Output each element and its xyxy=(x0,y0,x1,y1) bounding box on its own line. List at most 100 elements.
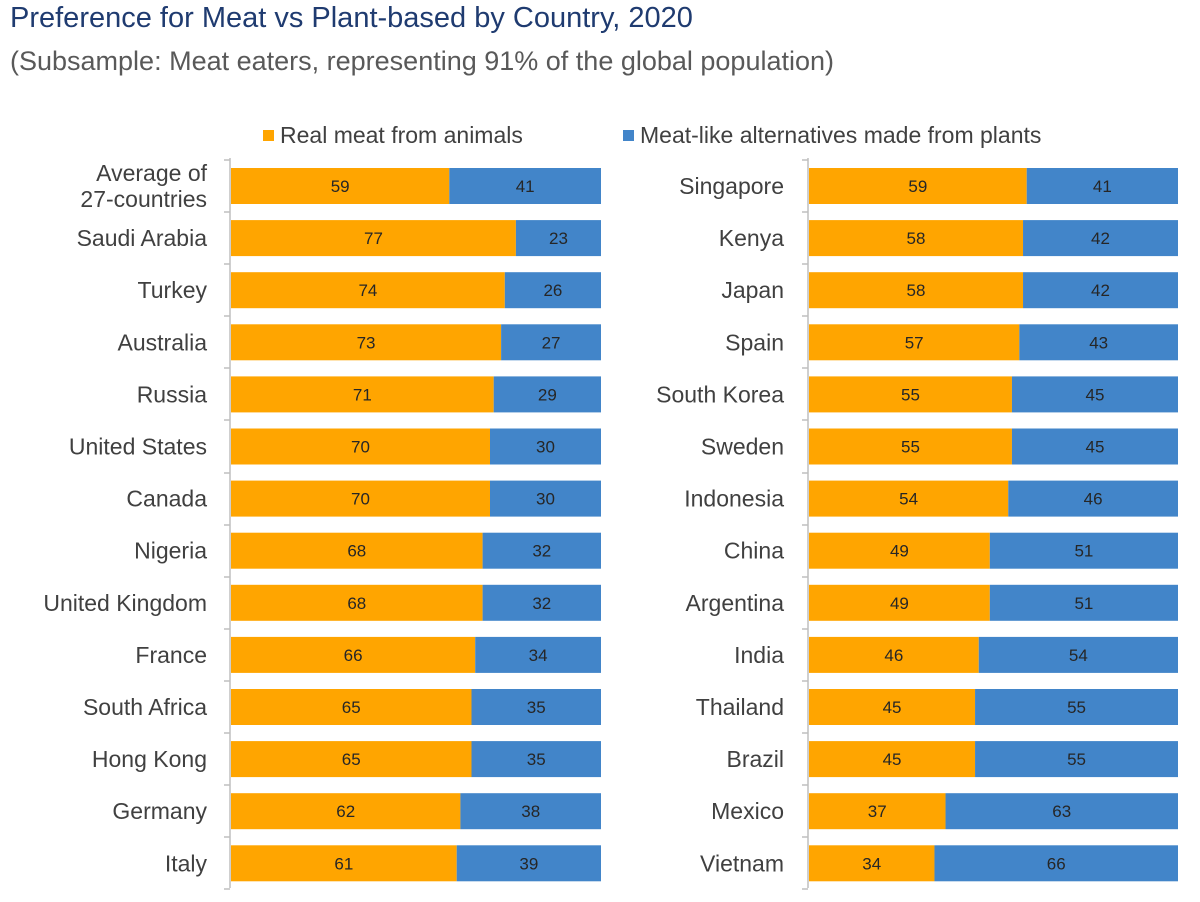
bar-plant xyxy=(975,689,1178,725)
bar-meat xyxy=(231,845,457,882)
bar-meat xyxy=(809,376,1012,413)
bar-meat xyxy=(231,689,472,725)
bar-plant xyxy=(460,793,601,830)
bar-plant xyxy=(482,584,601,621)
category-label: United States xyxy=(69,434,207,460)
data-label: 77 xyxy=(364,229,383,248)
bar-plant xyxy=(975,741,1178,778)
data-label: 74 xyxy=(358,281,377,300)
data-label: 41 xyxy=(516,177,535,196)
data-label: 68 xyxy=(347,594,366,613)
data-label: 63 xyxy=(1052,802,1071,821)
bar-meat xyxy=(231,741,472,778)
data-label: 27 xyxy=(542,333,561,352)
category-label: Sweden xyxy=(701,434,784,460)
category-label: Japan xyxy=(721,277,784,303)
data-label: 43 xyxy=(1089,333,1108,352)
data-label: 55 xyxy=(901,385,920,404)
legend-label-meat: Real meat from animals xyxy=(280,122,523,148)
category-label: Kenya xyxy=(719,225,784,251)
data-label: 71 xyxy=(353,385,372,404)
data-label: 34 xyxy=(529,646,548,665)
data-label: 34 xyxy=(862,854,881,873)
data-label: 61 xyxy=(334,854,353,873)
category-label: Saudi Arabia xyxy=(77,225,208,251)
bar-meat xyxy=(809,168,1027,204)
data-label: 26 xyxy=(543,281,562,300)
data-label: 58 xyxy=(907,229,926,248)
bar-plant xyxy=(456,845,601,882)
data-label: 45 xyxy=(1086,438,1105,457)
data-label: 58 xyxy=(907,281,926,300)
category-label: Russia xyxy=(137,381,208,407)
data-label: 42 xyxy=(1091,281,1110,300)
chart-panel-right: Singapore 59 41 Kenya 58 42 Japan 58 42 Spain 57 43… xyxy=(656,158,1178,890)
category-label: France xyxy=(135,642,207,668)
legend-swatch-plant xyxy=(623,130,634,141)
bar-meat xyxy=(809,272,1024,309)
chart-title: Preference for Meat vs Plant-based by Co… xyxy=(10,2,693,34)
chart-legend: Real meat from animals Meat-like alterna… xyxy=(0,122,1200,152)
bar-meat xyxy=(809,741,976,778)
bar-meat xyxy=(809,793,946,830)
category-label: Brazil xyxy=(726,746,784,772)
data-label: 30 xyxy=(536,490,555,509)
data-label: 45 xyxy=(883,698,902,717)
data-label: 37 xyxy=(868,802,887,821)
bar-plant xyxy=(471,741,601,778)
category-label: Canada xyxy=(126,486,207,512)
bar-meat xyxy=(231,272,505,309)
data-label: 49 xyxy=(890,542,909,561)
category-label: South Korea xyxy=(656,381,784,407)
data-label: 59 xyxy=(908,177,927,196)
data-label: 51 xyxy=(1074,542,1093,561)
bar-plant xyxy=(493,376,601,413)
category-label: Turkey xyxy=(138,277,208,303)
bar-plant xyxy=(482,532,601,569)
bar-meat xyxy=(809,532,990,569)
bar-plant xyxy=(501,324,601,361)
bar-meat xyxy=(809,689,976,725)
bar-plant xyxy=(504,272,601,309)
category-label: Australia xyxy=(118,329,208,355)
category-label: Italy xyxy=(165,850,208,876)
bar-plant xyxy=(1011,376,1178,413)
category-label: United Kingdom xyxy=(43,590,207,616)
category-label: Hong Kong xyxy=(92,746,207,772)
data-label: 41 xyxy=(1093,177,1112,196)
bar-meat xyxy=(231,636,476,673)
data-label: 66 xyxy=(1047,854,1066,873)
bar-meat xyxy=(231,168,450,204)
bar-meat xyxy=(809,845,935,882)
data-label: 70 xyxy=(351,490,370,509)
category-label: South Africa xyxy=(83,694,207,720)
data-label: 39 xyxy=(519,854,538,873)
bar-plant xyxy=(490,428,601,465)
data-label: 38 xyxy=(521,802,540,821)
bar-plant xyxy=(449,168,601,204)
legend-item-meat: Real meat from animals xyxy=(263,122,523,149)
bar-meat xyxy=(231,793,461,830)
bar-plant xyxy=(1011,428,1178,465)
data-label: 55 xyxy=(1067,750,1086,769)
data-label: 42 xyxy=(1091,229,1110,248)
bar-meat xyxy=(809,220,1024,257)
category-label: China xyxy=(724,538,784,564)
bar-plant xyxy=(475,636,601,673)
data-label: 45 xyxy=(1086,385,1105,404)
data-label: 32 xyxy=(532,542,551,561)
data-label: 29 xyxy=(538,385,557,404)
data-label: 23 xyxy=(549,229,568,248)
category-label: 27-countries xyxy=(80,186,207,212)
bar-meat xyxy=(231,428,490,465)
data-label: 65 xyxy=(342,698,361,717)
category-label: Singapore xyxy=(679,173,784,199)
legend-label-plant: Meat-like alternatives made from plants xyxy=(640,122,1042,148)
data-label: 35 xyxy=(527,750,546,769)
data-label: 46 xyxy=(884,646,903,665)
bar-plant xyxy=(471,689,601,725)
data-label: 57 xyxy=(905,333,924,352)
bar-plant xyxy=(989,584,1178,621)
data-label: 65 xyxy=(342,750,361,769)
bar-meat xyxy=(809,428,1012,465)
